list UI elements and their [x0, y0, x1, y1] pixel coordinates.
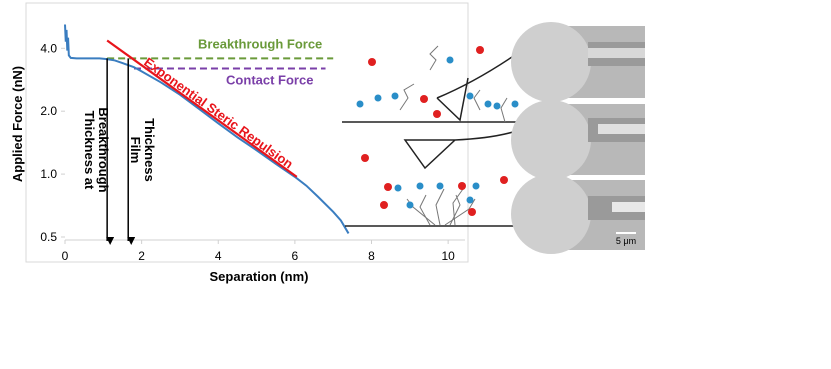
fit-line [106, 39, 298, 178]
micrographs: 5 μm [511, 22, 645, 254]
reference-label: Contact Force [226, 73, 313, 88]
data-line [64, 24, 350, 234]
x-tick-label: 0 [62, 249, 69, 263]
x-tick-label: 8 [368, 249, 375, 263]
thickness-label: Breakthrough [96, 107, 111, 192]
x-tick-label: 10 [441, 249, 455, 263]
y-axis-title: Applied Force (nN) [10, 66, 25, 182]
thickness-label: Thickness at [82, 111, 97, 190]
y-tick-label: 4.0 [40, 41, 57, 55]
y-tick-label: 2.0 [40, 104, 57, 118]
thickness-label: Film [128, 137, 143, 164]
y-tick-label: 0.5 [40, 230, 57, 244]
x-tick-label: 6 [292, 249, 299, 263]
chart-frame [25, 2, 469, 263]
reference-label: Breakthrough Force [198, 36, 322, 51]
illustration [342, 45, 544, 227]
x-tick-label: 2 [138, 249, 145, 263]
x-tick-label: 4 [215, 249, 222, 263]
y-tick-label: 1.0 [40, 167, 57, 181]
plot: 0 2 4 6 8 10 0.5 1.0 2.0 4.0 Breakthrough Force Con… [40, 24, 465, 263]
thickness-label: Thickness [142, 118, 157, 182]
x-axis-title: Separation (nm) [210, 269, 309, 284]
scale-bar-label: 5 μm [616, 236, 636, 246]
